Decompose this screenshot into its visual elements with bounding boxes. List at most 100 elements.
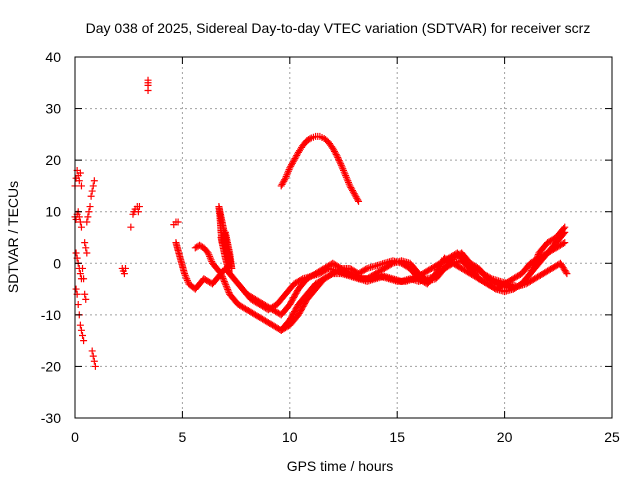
point-arc-high bbox=[285, 166, 293, 174]
point-trace-1 bbox=[221, 279, 229, 287]
point-trace-4 bbox=[527, 268, 535, 276]
point-scatter-early-e bbox=[82, 244, 90, 252]
point-arc-high bbox=[354, 196, 362, 204]
point-scatter-early-a bbox=[74, 301, 82, 309]
point-scatter-3.5h bbox=[144, 76, 152, 84]
point-trace-5 bbox=[218, 239, 226, 247]
point-arc-high bbox=[333, 152, 341, 160]
point-trace-1 bbox=[182, 273, 190, 281]
point-arc-high bbox=[349, 187, 357, 195]
point-scatter-early-a bbox=[79, 331, 87, 339]
point-trace-1 bbox=[224, 287, 232, 295]
point-arc-high bbox=[284, 169, 292, 177]
point-arc-high bbox=[336, 158, 344, 166]
point-arc-high bbox=[353, 194, 361, 202]
point-arc-high bbox=[284, 167, 292, 175]
point-arc-high bbox=[329, 144, 337, 152]
point-trace-4 bbox=[532, 255, 540, 263]
point-arc-high bbox=[291, 155, 299, 163]
point-trace-2 bbox=[206, 254, 214, 262]
point-trace-4 bbox=[534, 252, 542, 260]
point-arc-high bbox=[342, 172, 350, 180]
point-scatter-5h bbox=[174, 218, 182, 226]
point-trace-4 bbox=[529, 263, 537, 271]
point-scatter-early-f bbox=[88, 347, 96, 355]
point-arc-high bbox=[283, 171, 291, 179]
point-arc-high bbox=[332, 150, 340, 158]
y-tick-label: 30 bbox=[45, 101, 61, 117]
x-tick-label: 15 bbox=[389, 429, 405, 445]
point-arc-high bbox=[331, 149, 339, 157]
point-arc-high bbox=[347, 183, 355, 191]
point-arc-high bbox=[340, 166, 347, 174]
point-arc-high bbox=[350, 190, 358, 198]
x-tick-label: 10 bbox=[282, 429, 298, 445]
point-arc-high bbox=[330, 147, 338, 155]
point-scatter-early-c bbox=[75, 264, 83, 272]
point-arc-high bbox=[288, 161, 296, 169]
point-scatter-early-d bbox=[86, 203, 94, 211]
y-tick-label: -20 bbox=[41, 358, 61, 374]
point-arc-high bbox=[339, 165, 347, 173]
point-trace-1 bbox=[224, 285, 232, 293]
point-trace-1 bbox=[183, 275, 191, 283]
point-arc-high bbox=[334, 154, 342, 162]
point-scatter-early-d bbox=[88, 187, 96, 195]
point-scatter-3h bbox=[134, 208, 142, 216]
point-scatter-early-c bbox=[72, 249, 80, 257]
point-arc-high bbox=[341, 170, 349, 178]
point-scatter-early-b bbox=[75, 213, 83, 221]
point-scatter-early-a bbox=[77, 182, 85, 190]
point-arc-high bbox=[338, 163, 346, 171]
point-trace-1 bbox=[222, 282, 230, 290]
point-scatter-early-f bbox=[89, 352, 97, 360]
point-scatter-2h bbox=[120, 270, 128, 278]
point-scatter-early-a bbox=[72, 285, 80, 293]
point-trace-1 bbox=[220, 276, 228, 284]
point-trace-4 bbox=[327, 270, 335, 278]
point-arc-high bbox=[330, 146, 338, 154]
point-trace-1 bbox=[181, 270, 189, 278]
chart-title: Day 038 of 2025, Sidereal Day-to-day VTE… bbox=[86, 20, 591, 36]
point-trace-2 bbox=[207, 256, 215, 264]
point-trace-2 bbox=[206, 252, 214, 260]
point-arc-high bbox=[348, 185, 356, 193]
y-tick-label: -10 bbox=[41, 307, 61, 323]
point-trace-1 bbox=[222, 281, 230, 289]
point-arc-high bbox=[282, 172, 290, 180]
point-scatter-early-a bbox=[80, 337, 88, 345]
point-trace-1 bbox=[219, 274, 227, 282]
x-tick-label: 20 bbox=[497, 429, 513, 445]
point-scatter-early-b bbox=[77, 223, 85, 231]
point-trace-2 bbox=[204, 249, 212, 257]
point-arc-high bbox=[345, 180, 353, 188]
point-arc-high bbox=[340, 168, 348, 176]
point-scatter-early-c bbox=[76, 270, 84, 278]
point-scatter-early-d bbox=[84, 213, 92, 221]
point-arc-high bbox=[280, 177, 288, 185]
point-trace-4 bbox=[531, 258, 539, 266]
point-scatter-early-b bbox=[81, 290, 89, 298]
point-trace-1 bbox=[362, 265, 370, 273]
point-arc-high bbox=[349, 188, 357, 196]
point-scatter-early-b bbox=[82, 295, 90, 303]
point-arc-high bbox=[290, 156, 298, 164]
point-trace-4 bbox=[533, 254, 541, 262]
y-tick-label: 20 bbox=[45, 152, 61, 168]
point-scatter-early-d bbox=[90, 177, 98, 185]
point-trace-1 bbox=[561, 239, 569, 247]
y-axis-label: SDTVAR / TECUs bbox=[5, 181, 21, 293]
point-trace-4 bbox=[561, 223, 569, 231]
point-arc-high bbox=[292, 153, 300, 161]
point-scatter-early-c bbox=[77, 275, 85, 283]
point-scatter-early-f bbox=[90, 357, 98, 365]
point-arc-high bbox=[337, 160, 345, 168]
point-trace-4 bbox=[532, 257, 540, 265]
point-arc-high bbox=[293, 152, 301, 160]
point-arc-high bbox=[278, 180, 286, 188]
point-arc-high bbox=[343, 175, 351, 183]
point-scatter-early-a bbox=[76, 169, 84, 177]
point-scatter-early-e bbox=[81, 239, 89, 247]
point-trace-4 bbox=[528, 265, 536, 273]
point-arc-high bbox=[282, 174, 290, 182]
